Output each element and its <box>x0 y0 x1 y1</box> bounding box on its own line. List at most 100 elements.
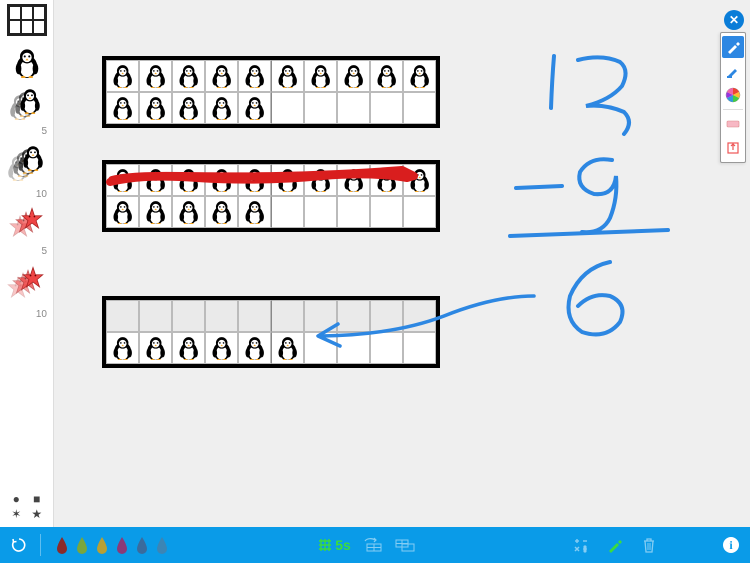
frame-cell[interactable] <box>238 300 271 332</box>
frame-cell[interactable] <box>304 60 337 92</box>
frame-cell[interactable] <box>172 300 205 332</box>
info-button[interactable]: i <box>718 532 744 558</box>
frame-cell[interactable] <box>271 60 304 92</box>
frame-cell[interactable] <box>139 332 172 364</box>
frame-cell[interactable] <box>238 92 271 124</box>
droplet-5[interactable] <box>135 536 149 554</box>
penguin-icon <box>143 336 168 361</box>
frame-cell[interactable] <box>304 332 337 364</box>
stamp-count-10: 10 <box>36 189 47 200</box>
frame-cell[interactable] <box>139 196 172 228</box>
frame-cell[interactable] <box>304 92 337 124</box>
frame-cell[interactable] <box>238 332 271 364</box>
stamp-penguin-5[interactable]: 5 <box>0 84 53 141</box>
penguin-icon <box>308 64 333 89</box>
frame-cell[interactable] <box>370 164 403 196</box>
ten-frame[interactable] <box>102 296 440 368</box>
draw-mode-button[interactable] <box>602 532 628 558</box>
frame-cell[interactable] <box>370 92 403 124</box>
frame-cell[interactable] <box>304 164 337 196</box>
frame-cell[interactable] <box>172 92 205 124</box>
operations-button[interactable] <box>568 532 594 558</box>
pen-tool-button[interactable] <box>722 36 744 58</box>
frame-cell[interactable] <box>106 332 139 364</box>
frame-cell[interactable] <box>337 196 370 228</box>
grid-5s-toggle[interactable]: 5s <box>318 537 351 553</box>
share-button[interactable] <box>722 137 744 159</box>
stamp-star-5[interactable]: 5 <box>0 204 53 261</box>
droplet-4[interactable] <box>115 536 129 554</box>
frame-cell[interactable] <box>403 300 436 332</box>
frame-cell[interactable] <box>106 60 139 92</box>
frame-cell[interactable] <box>403 164 436 196</box>
frame-cell[interactable] <box>403 332 436 364</box>
frame-cell[interactable] <box>205 60 238 92</box>
droplet-1[interactable] <box>55 536 69 554</box>
stamp-penguin-single[interactable] <box>0 44 53 84</box>
frame-cell[interactable] <box>106 164 139 196</box>
frame-cell[interactable] <box>337 92 370 124</box>
color-picker-button[interactable] <box>722 84 744 106</box>
frame-cell[interactable] <box>205 300 238 332</box>
frame-cell[interactable] <box>139 92 172 124</box>
frame-cell[interactable] <box>172 196 205 228</box>
frame-cell[interactable] <box>172 164 205 196</box>
penguin-icon <box>143 200 168 225</box>
frame-cell[interactable] <box>370 332 403 364</box>
penguin-icon <box>209 336 234 361</box>
frame-cell[interactable] <box>271 196 304 228</box>
penguin-icon <box>407 64 432 89</box>
frame-cell[interactable] <box>304 196 337 228</box>
frame-cell[interactable] <box>271 92 304 124</box>
frame-cell[interactable] <box>238 196 271 228</box>
frame-cell[interactable] <box>172 60 205 92</box>
frame-cell[interactable] <box>106 92 139 124</box>
canvas[interactable] <box>54 0 750 527</box>
ten-frame[interactable] <box>102 56 440 128</box>
trash-button[interactable] <box>636 532 662 558</box>
frame-cell[interactable] <box>205 196 238 228</box>
frame-cell[interactable] <box>304 300 337 332</box>
frame-cell[interactable] <box>106 300 139 332</box>
frame-cell[interactable] <box>238 60 271 92</box>
frame-cell[interactable] <box>403 60 436 92</box>
frame-cell[interactable] <box>271 300 304 332</box>
stamp-star-10[interactable]: 10 <box>0 261 53 324</box>
frame-cell[interactable] <box>139 164 172 196</box>
multi-grid-button[interactable] <box>393 532 419 558</box>
shapes-tool-button[interactable]: ●■✶★ <box>7 493 47 521</box>
refresh-button[interactable] <box>6 532 32 558</box>
frame-cell[interactable] <box>238 164 271 196</box>
frame-cell[interactable] <box>337 300 370 332</box>
frame-cell[interactable] <box>337 164 370 196</box>
penguin-icon <box>176 168 201 193</box>
ten-frame[interactable] <box>102 160 440 232</box>
penguin-icon <box>275 336 300 361</box>
grid-tool-button[interactable] <box>7 4 47 36</box>
frame-cell[interactable] <box>370 300 403 332</box>
eraser-tool-button[interactable] <box>722 113 744 135</box>
frame-cell[interactable] <box>271 332 304 364</box>
frame-cell[interactable] <box>370 60 403 92</box>
frame-cell[interactable] <box>370 196 403 228</box>
rotate-grid-button[interactable] <box>359 532 385 558</box>
close-drawing-tools-button[interactable]: ✕ <box>724 10 744 30</box>
frame-cell[interactable] <box>337 332 370 364</box>
frame-cell[interactable] <box>172 332 205 364</box>
stamp-penguin-10[interactable]: 10 <box>0 141 53 204</box>
penguin-icon <box>374 168 399 193</box>
frame-cell[interactable] <box>205 164 238 196</box>
droplet-3[interactable] <box>95 536 109 554</box>
frame-cell[interactable] <box>205 332 238 364</box>
frame-cell[interactable] <box>403 196 436 228</box>
droplet-2[interactable] <box>75 536 89 554</box>
frame-cell[interactable] <box>337 60 370 92</box>
droplet-6[interactable] <box>155 536 169 554</box>
frame-cell[interactable] <box>403 92 436 124</box>
frame-cell[interactable] <box>106 196 139 228</box>
highlighter-tool-button[interactable] <box>722 60 744 82</box>
frame-cell[interactable] <box>139 300 172 332</box>
frame-cell[interactable] <box>205 92 238 124</box>
frame-cell[interactable] <box>139 60 172 92</box>
frame-cell[interactable] <box>271 164 304 196</box>
